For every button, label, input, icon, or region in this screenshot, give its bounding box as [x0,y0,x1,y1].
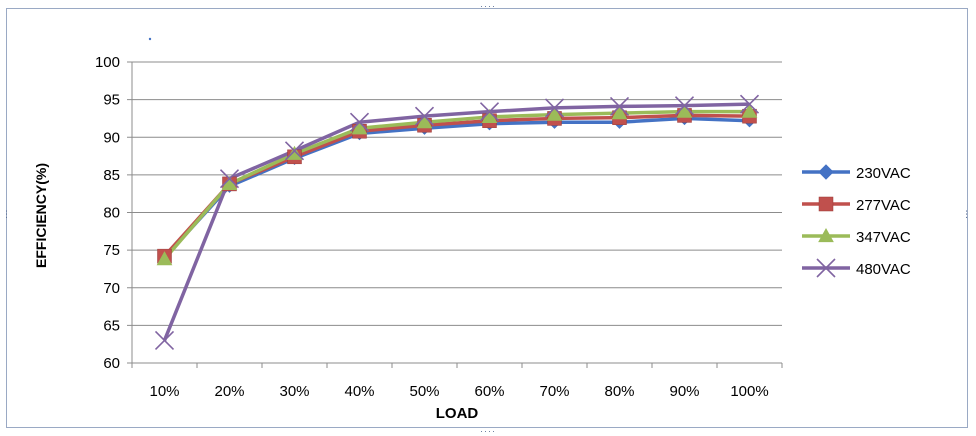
data-point-480VAC-80% [609,96,630,116]
legend-marker-277VAC [818,196,834,212]
legend-label-347VAC: 347VAC [856,229,911,246]
data-point-347VAC-10% [156,251,173,266]
data-point-347VAC-70% [546,106,563,121]
y-tick-label: 65 [103,317,120,334]
stray-dot [148,37,152,41]
x-axis-title: LOAD [436,405,479,422]
series-line-277VAC [163,113,750,258]
x-tick-label: 40% [344,383,374,400]
series-line-347VAC [163,109,750,261]
data-point-480VAC-60% [479,102,500,122]
legend-label-480VAC: 480VAC [856,261,911,278]
y-tick-label: 90 [103,129,120,146]
resize-handle-left[interactable]: ⋮ [2,209,12,219]
y-tick-label: 75 [103,242,120,259]
legend-label-277VAC: 277VAC [856,197,911,214]
x-tick-label: 50% [409,383,439,400]
series-line-230VAC [163,116,750,259]
x-tick-label: 90% [669,383,699,400]
y-tick-label: 85 [103,167,120,184]
y-tick-label: 70 [103,280,120,297]
data-point-480VAC-40% [349,112,370,132]
x-tick-label: 20% [214,383,244,400]
data-point-480VAC-100% [739,94,760,114]
data-point-347VAC-40% [351,120,368,135]
x-tick-label: 10% [149,383,179,400]
data-point-480VAC-50% [414,106,435,126]
data-point-480VAC-90% [674,96,695,116]
data-point-347VAC-100% [741,103,758,118]
y-tick-label: 95 [103,92,120,109]
data-point-347VAC-90% [676,103,693,118]
data-point-480VAC-20% [219,169,240,189]
legend-marker-230VAC [818,164,834,180]
y-tick-label: 60 [103,355,120,372]
data-point-480VAC-70% [544,98,565,118]
resize-handle-top[interactable]: ···· [480,1,496,11]
legend-marker-347VAC [818,227,834,243]
data-point-347VAC-80% [611,105,628,120]
y-axis-title: EFFICIENCY(%) [33,163,49,268]
legend-label-230VAC: 230VAC [856,165,911,182]
x-tick-label: 60% [474,383,504,400]
x-tick-label: 80% [604,383,634,400]
data-point-347VAC-50% [416,114,433,129]
data-point-480VAC-30% [284,141,305,161]
resize-handle-right[interactable]: ⋮ [962,209,972,219]
legend-marker-480VAC [816,258,836,278]
data-point-480VAC-10% [154,330,175,350]
x-tick-label: 70% [539,383,569,400]
y-tick-label: 100 [95,54,120,71]
series-line-480VAC [162,102,750,342]
y-tick-label: 80 [103,205,120,222]
x-tick-label: 30% [279,383,309,400]
data-point-347VAC-30% [286,145,303,160]
resize-handle-bottom[interactable]: ···· [480,426,496,436]
x-tick-label: 100% [730,383,768,400]
